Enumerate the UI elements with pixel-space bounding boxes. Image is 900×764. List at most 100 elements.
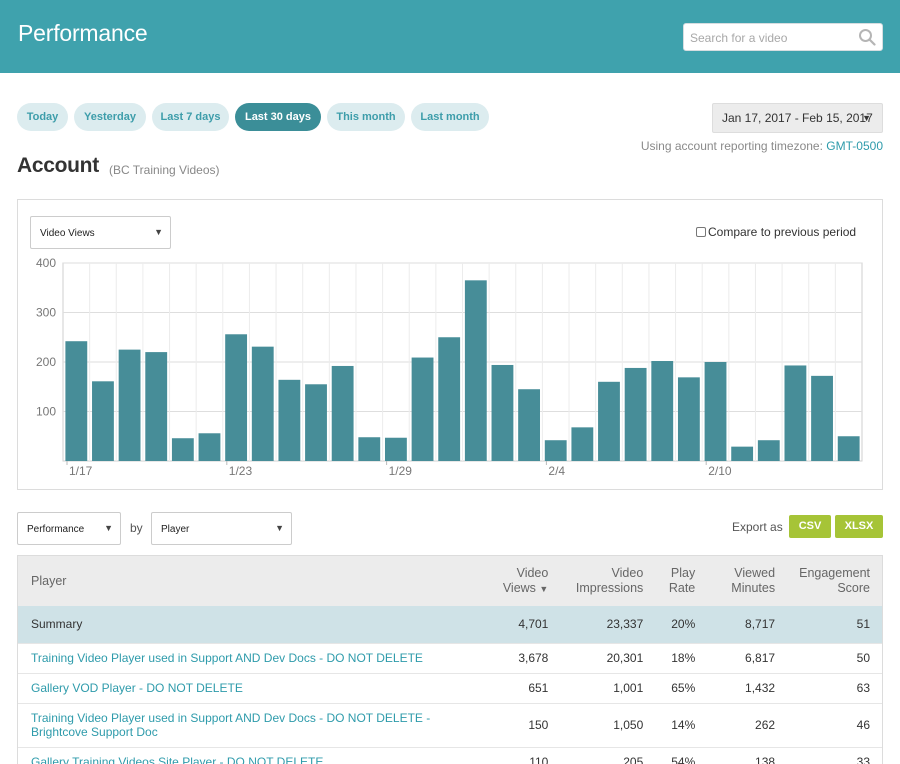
chart-bar[interactable]: [278, 379, 301, 461]
chart-bar[interactable]: [358, 437, 381, 461]
chart-bar[interactable]: [837, 436, 860, 461]
export-csv-button[interactable]: CSV: [789, 515, 831, 538]
chart-bar[interactable]: [118, 349, 141, 461]
chart-bar[interactable]: [438, 337, 461, 461]
timezone-link[interactable]: GMT-0500: [826, 139, 883, 153]
export-label: Export as: [732, 520, 783, 534]
table-header-row: Player Video Views ▼ Video Impressions Pla…: [18, 556, 882, 606]
metric-select[interactable]: Video Views ▼: [30, 216, 171, 249]
viewed-minutes-cell: 138: [707, 747, 788, 764]
summary-label: Summary: [18, 606, 461, 644]
chart-bar[interactable]: [464, 280, 487, 461]
summary-engagement-score: 51: [787, 606, 882, 644]
breakdown-metric-value: Performance: [27, 524, 85, 535]
video-views-cell: 3,678: [460, 643, 561, 674]
search-icon[interactable]: [858, 28, 876, 46]
viewed-minutes-cell: 1,432: [707, 673, 788, 704]
metric-select-value: Video Views: [40, 228, 95, 239]
chart-bar[interactable]: [624, 367, 647, 461]
chart-axes: 100 200 300 400 1/17 1/23 1/29 2/4 2/10: [36, 256, 732, 478]
play-rate-cell: 54%: [655, 747, 708, 764]
x-tick-label: 1/29: [389, 464, 413, 478]
chart-bar[interactable]: [544, 440, 567, 461]
table-row: Training Video Player used in Support AN…: [18, 703, 882, 748]
player-name-link[interactable]: Gallery Training Videos Site Player - DO…: [18, 747, 461, 764]
chart-bar[interactable]: [784, 365, 807, 461]
video-views-cell: 651: [460, 673, 561, 704]
by-label: by: [130, 521, 143, 535]
summary-row: Summary 4,701 23,337 20% 8,717 51: [18, 606, 882, 644]
table-row: Gallery VOD Player - DO NOT DELETE 651 1…: [18, 673, 882, 704]
search-input[interactable]: [690, 29, 850, 46]
column-header-viewed-minutes[interactable]: Viewed Minutes: [707, 556, 788, 606]
video-views-cell: 150: [460, 703, 561, 748]
chevron-down-icon: ▼: [862, 113, 871, 123]
player-name-link[interactable]: Training Video Player used in Support AN…: [18, 643, 461, 674]
engagement-score-cell: 50: [787, 643, 882, 674]
chart-bar[interactable]: [331, 365, 354, 461]
summary-video-views: 4,701: [460, 606, 561, 644]
compare-checkbox[interactable]: [696, 227, 706, 237]
chart-bar[interactable]: [92, 381, 114, 461]
chart-bar[interactable]: [145, 352, 168, 461]
table-row: Gallery Training Videos Site Player - DO…: [18, 747, 882, 764]
player-name-link[interactable]: Training Video Player used in Support AN…: [18, 703, 461, 748]
chart-bar[interactable]: [757, 440, 780, 461]
filter-yesterday[interactable]: Yesterday: [74, 103, 146, 131]
breakdown-metric-select[interactable]: Performance ▼: [17, 512, 121, 545]
filter-this-month[interactable]: This month: [327, 103, 405, 131]
chart-bar[interactable]: [811, 375, 833, 461]
x-tick-label: 2/4: [548, 464, 565, 478]
chart-bar[interactable]: [491, 364, 514, 461]
compare-previous-toggle[interactable]: Compare to previous period: [696, 225, 856, 239]
table-row: Training Video Player used in Support AN…: [18, 643, 882, 674]
export-xlsx-button[interactable]: XLSX: [835, 515, 883, 538]
x-tick-label: 1/17: [69, 464, 93, 478]
column-header-video-views[interactable]: Video Views ▼: [460, 556, 561, 606]
chart-bar[interactable]: [171, 438, 194, 461]
y-tick-label: 200: [36, 355, 56, 369]
chart-bar[interactable]: [305, 384, 327, 461]
video-impressions-cell: 1,001: [560, 673, 656, 704]
y-tick-label: 400: [36, 256, 56, 270]
video-impressions-cell: 205: [560, 747, 656, 764]
chart-bar[interactable]: [598, 381, 620, 461]
chart-bar[interactable]: [411, 357, 434, 461]
y-tick-label: 100: [36, 405, 56, 419]
performance-table: Player Video Views ▼ Video Impressions Pla…: [17, 555, 883, 764]
engagement-score-cell: 63: [787, 673, 882, 704]
chart-bar[interactable]: [198, 433, 221, 461]
account-subtitle: (BC Training Videos): [109, 163, 220, 177]
compare-label: Compare to previous period: [708, 225, 857, 239]
chart-bar[interactable]: [518, 389, 541, 461]
column-header-video-impressions[interactable]: Video Impressions: [560, 556, 656, 606]
chart-panel: 100 200 300 400 1/17 1/23 1/29 2/4 2/10 Video Vi…: [17, 199, 883, 490]
chart-bar[interactable]: [677, 377, 700, 461]
chart-bar[interactable]: [731, 446, 754, 461]
filter-last-30-days[interactable]: Last 30 days: [235, 103, 321, 131]
chart-bar[interactable]: [704, 362, 727, 461]
player-name-link[interactable]: Gallery VOD Player - DO NOT DELETE: [18, 673, 461, 704]
chart-gridlines: [62, 262, 863, 462]
chart-bar[interactable]: [651, 361, 674, 461]
chart-bar[interactable]: [571, 427, 594, 461]
summary-viewed-minutes: 8,717: [707, 606, 788, 644]
filter-today[interactable]: Today: [17, 103, 68, 131]
video-search[interactable]: [683, 23, 883, 51]
dimension-select[interactable]: Player ▼: [151, 512, 292, 545]
column-header-player[interactable]: Player: [18, 556, 461, 606]
date-range-picker[interactable]: Jan 17, 2017 - Feb 15, 2017 ▼: [712, 103, 883, 133]
chart-bar[interactable]: [251, 346, 274, 461]
video-impressions-cell: 1,050: [560, 703, 656, 748]
filter-last-month[interactable]: Last month: [411, 103, 489, 131]
page-title: Performance: [18, 20, 148, 46]
column-header-play-rate[interactable]: Play Rate: [655, 556, 708, 606]
column-header-engagement-score[interactable]: Engagement Score: [787, 556, 882, 606]
chart-bar[interactable]: [65, 341, 88, 461]
chart-bar[interactable]: [384, 437, 407, 461]
chart-bar[interactable]: [225, 334, 248, 461]
chart-bars: [65, 280, 860, 461]
timezone-note-text: Using account reporting timezone:: [640, 139, 823, 153]
viewed-minutes-cell: 262: [707, 703, 788, 748]
filter-last-7-days[interactable]: Last 7 days: [152, 103, 229, 131]
